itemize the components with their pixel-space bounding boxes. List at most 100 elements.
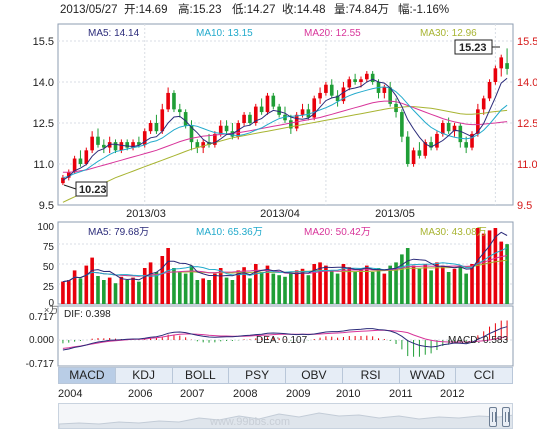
candle-body — [359, 79, 363, 82]
volume-bar — [90, 257, 94, 304]
tab-cci[interactable]: CCI — [473, 368, 495, 382]
navigator-left-handle[interactable] — [489, 407, 497, 427]
month-label-2: 2013/05 — [375, 208, 415, 220]
candle — [78, 150, 83, 167]
candle-body — [218, 125, 223, 134]
volume-tick-2: 50 — [43, 262, 55, 273]
candle-body — [189, 125, 194, 143]
candle-body — [505, 63, 509, 69]
volume-bar — [142, 268, 147, 304]
volume-bar — [236, 270, 241, 304]
volume-bar — [452, 268, 457, 304]
candle — [435, 131, 439, 151]
candle — [499, 54, 504, 77]
volume-bar — [499, 241, 504, 304]
candle-body — [142, 131, 147, 145]
candle-body — [470, 133, 474, 148]
candle — [265, 92, 270, 115]
navigator-right-handle[interactable] — [502, 407, 510, 427]
year-label: 2007 — [180, 388, 205, 400]
candle-body — [90, 136, 94, 151]
volume-bar — [283, 276, 287, 304]
macd-tick-1: 0.000 — [29, 335, 54, 346]
candle-body — [353, 79, 357, 82]
tab-psy[interactable]: PSY — [229, 368, 286, 383]
tab-obv[interactable]: OBV — [286, 368, 343, 383]
volume-bar — [365, 265, 369, 304]
price-legend-ma20: MA20: 12.55 — [304, 28, 361, 39]
volume-bar — [248, 278, 252, 304]
candle-body — [487, 82, 492, 99]
candle-body — [499, 57, 504, 69]
macd-legend-dif: DIF: 0.398 — [64, 309, 111, 320]
year-label: 2004 — [58, 388, 83, 400]
candle-body — [131, 142, 135, 148]
candle-body — [382, 87, 387, 93]
volume-bar — [277, 275, 281, 304]
candle — [289, 114, 293, 134]
tab-boll[interactable]: BOLL — [173, 368, 230, 383]
candle-body — [289, 120, 293, 129]
candle-body — [160, 109, 165, 132]
candle-body — [423, 142, 428, 156]
candle-body — [265, 95, 270, 113]
price-legend-ma5: MA5: 14.14 — [88, 28, 140, 39]
volume-panel: MA5: 79.68万 MA10: 65.36万 MA20: 50.42万 MA… — [37, 221, 514, 315]
price-tick-right-2: 12.5 — [517, 118, 537, 130]
candle-body — [411, 150, 416, 164]
candle — [96, 128, 100, 148]
candle — [324, 82, 328, 96]
tab-wvad[interactable]: WVAD — [400, 368, 457, 383]
candle — [417, 142, 422, 159]
candle — [312, 95, 317, 121]
year-label: 2008 — [233, 388, 258, 400]
candle-body — [125, 142, 130, 148]
macd-legend-dea: DEA: 0.107 — [256, 335, 308, 346]
header-low: 低:14.27 — [232, 3, 275, 16]
candle — [148, 120, 153, 134]
volume-bar — [61, 281, 65, 304]
candle-body — [213, 133, 217, 145]
year-label: 2011 — [389, 388, 413, 400]
price-candles — [61, 48, 509, 186]
candle — [172, 90, 176, 113]
candle — [131, 139, 135, 151]
candle-body — [96, 136, 100, 145]
candle-body — [405, 136, 410, 164]
candle-body — [283, 114, 287, 121]
volume-bar — [487, 230, 492, 304]
candle — [242, 112, 246, 126]
candle-body — [493, 68, 498, 82]
year-label: 2009 — [286, 388, 311, 400]
dif-line — [62, 326, 508, 351]
candle — [505, 48, 509, 75]
tab-kdj[interactable]: KDJ — [116, 368, 173, 383]
tab-macd[interactable]: MACD — [59, 368, 116, 383]
candle-body — [84, 150, 89, 164]
candle-body — [201, 142, 205, 148]
volume-bar — [271, 273, 276, 304]
volume-bar — [125, 280, 130, 304]
candle-body — [312, 98, 317, 118]
tab-rsi[interactable]: RSI — [343, 368, 400, 383]
candle-body — [458, 125, 463, 143]
volume-bar — [289, 273, 293, 304]
candle — [487, 79, 492, 102]
volume-bar — [476, 228, 480, 304]
candle-body — [318, 92, 322, 99]
volume-ma5-line — [62, 231, 508, 283]
volume-bar — [224, 277, 229, 304]
low-callout-label: 10.23 — [79, 184, 107, 196]
price-ma10-line — [62, 86, 508, 179]
candle — [429, 136, 433, 151]
range-navigator[interactable] — [58, 403, 513, 429]
volume-bar — [376, 268, 381, 304]
candle — [84, 147, 89, 166]
candle-body — [78, 158, 83, 164]
candle-body — [72, 158, 77, 173]
price-axis-right: 15.5 14.0 12.5 11.0 9.5 — [517, 36, 537, 212]
price-tick-left-3: 11.0 — [33, 159, 54, 171]
candle — [370, 71, 375, 85]
candle — [411, 147, 416, 167]
